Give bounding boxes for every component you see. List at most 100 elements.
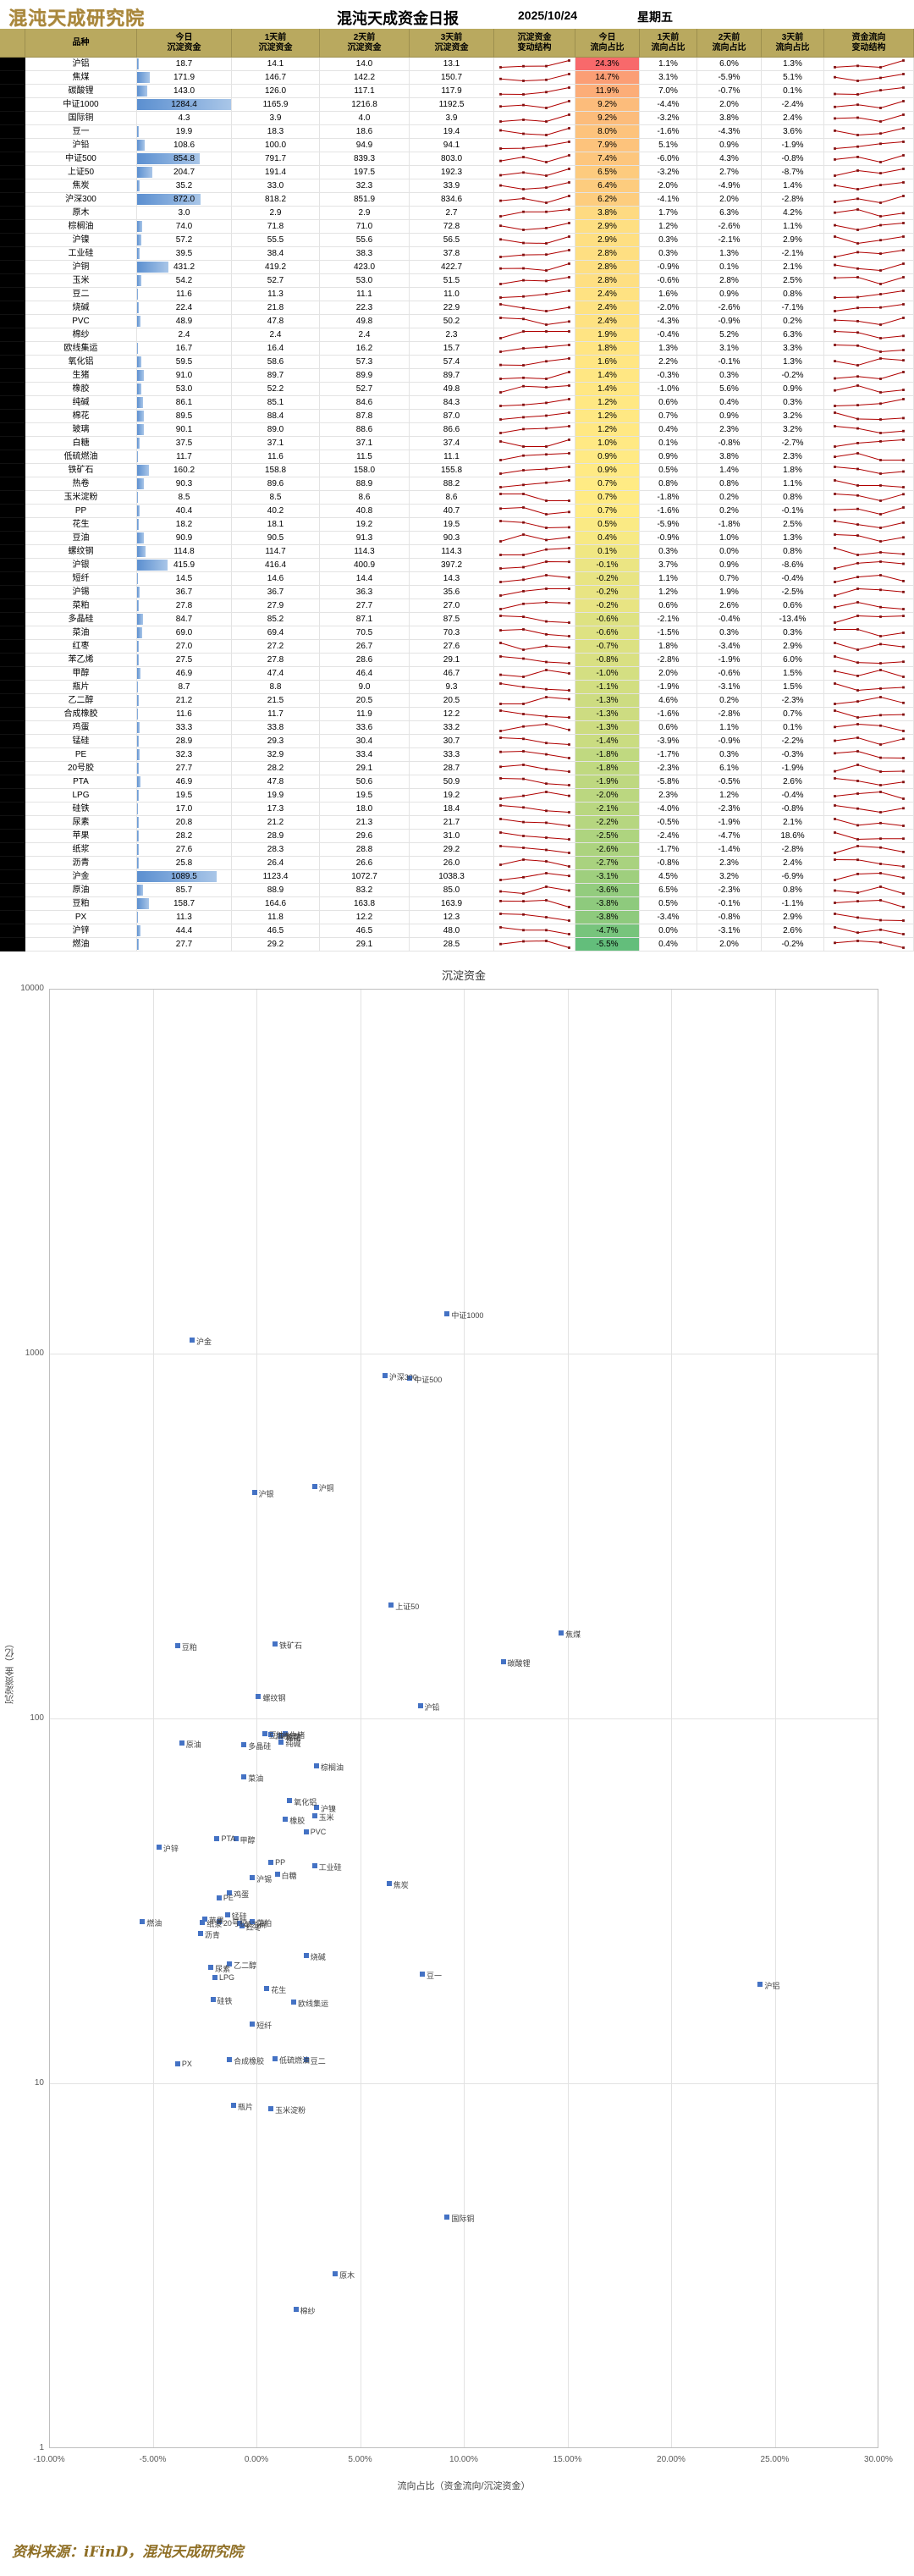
flow-sparkline-cell bbox=[824, 437, 914, 450]
product-strip-cell bbox=[0, 369, 25, 383]
flow-cell: -0.9% bbox=[697, 315, 762, 328]
fund-sparkline-cell bbox=[494, 491, 575, 505]
sparkline bbox=[833, 411, 905, 421]
scatter-point bbox=[757, 1981, 763, 1987]
scatter-point-label: 豆一 bbox=[427, 1972, 443, 1981]
flow-cell: -2.4% bbox=[640, 830, 697, 843]
scatter-point bbox=[283, 1816, 289, 1822]
fund-cell: 27.8 bbox=[232, 654, 320, 667]
flow-today-cell: -1.9% bbox=[575, 775, 640, 789]
fund-value: 33.3 bbox=[175, 723, 193, 732]
flow-cell: -3.2% bbox=[640, 112, 697, 125]
scatter-point bbox=[278, 1740, 284, 1745]
fund-cell: 2.9 bbox=[232, 207, 320, 220]
flow-cell: 1.4% bbox=[697, 464, 762, 477]
scatter-point bbox=[388, 1602, 394, 1608]
sparkline bbox=[498, 262, 570, 272]
product-name-cell: 花生 bbox=[25, 518, 137, 532]
flow-today-cell: 0.9% bbox=[575, 450, 640, 464]
fund-value: 11.7 bbox=[176, 452, 192, 461]
fund-cell: 117.9 bbox=[410, 85, 494, 98]
scatter-point bbox=[214, 1835, 220, 1841]
fund-value: 160.2 bbox=[173, 466, 195, 475]
sparkline bbox=[833, 845, 905, 854]
flow-cell: -2.4% bbox=[762, 98, 824, 112]
flow-today-cell: -1.8% bbox=[575, 748, 640, 762]
product-strip-cell bbox=[0, 328, 25, 342]
scatter-point-label: 乙二醇 bbox=[234, 1961, 257, 1971]
flow-cell: -1.1% bbox=[762, 897, 824, 911]
sparkline bbox=[833, 398, 905, 407]
fund-sparkline-cell bbox=[494, 139, 575, 152]
flow-sparkline-cell bbox=[824, 85, 914, 98]
fund-databar bbox=[137, 749, 140, 760]
fund-today-cell: 11.6 bbox=[137, 288, 232, 301]
product-name-cell: 短纤 bbox=[25, 572, 137, 586]
flow-cell: -0.4% bbox=[762, 572, 824, 586]
fund-cell: 158.0 bbox=[320, 464, 410, 477]
fund-databar bbox=[137, 668, 141, 679]
sparkline bbox=[833, 344, 905, 353]
table-row: 菜油 69.0 69.4 70.5 70.3 -0.6% -1.5% 0.3% 0.3% bbox=[0, 626, 914, 640]
flow-sparkline-cell bbox=[824, 586, 914, 599]
fund-value: 4.3 bbox=[178, 113, 190, 123]
product-strip-cell bbox=[0, 112, 25, 125]
sparkline bbox=[833, 317, 905, 326]
fund-databar bbox=[137, 546, 146, 557]
scatter-point bbox=[268, 2106, 274, 2112]
fund-cell: 2.7 bbox=[410, 207, 494, 220]
sparkline bbox=[833, 818, 905, 827]
flow-cell: -3.1% bbox=[697, 681, 762, 694]
fund-sparkline-cell bbox=[494, 748, 575, 762]
sparkline bbox=[498, 615, 570, 624]
table-row: 沪深300 872.0 818.2 851.9 834.6 6.2% -4.1% 2.0% -2… bbox=[0, 193, 914, 207]
sparkline bbox=[833, 181, 905, 190]
fund-value: 57.2 bbox=[175, 235, 193, 245]
flow-cell: 2.3% bbox=[762, 450, 824, 464]
fund-cell: 46.7 bbox=[410, 667, 494, 681]
flow-cell: 0.3% bbox=[640, 545, 697, 559]
table-row: 豆二 11.6 11.3 11.1 11.0 2.4% 1.6% 0.9% 0.8% bbox=[0, 288, 914, 301]
fund-databar bbox=[137, 478, 144, 489]
scatter-point-label: 中证500 bbox=[414, 1376, 443, 1385]
fund-sparkline-cell bbox=[494, 911, 575, 924]
flow-sparkline-cell bbox=[824, 735, 914, 748]
fund-cell: 419.2 bbox=[232, 261, 320, 274]
table-row: 焦炭 35.2 33.0 32.3 33.9 6.4% 2.0% -4.9% 1.4% bbox=[0, 179, 914, 193]
flow-cell: 1.1% bbox=[762, 220, 824, 234]
scatter-point bbox=[273, 2055, 278, 2061]
fund-cell: 197.5 bbox=[320, 166, 410, 179]
flow-cell: 2.0% bbox=[640, 179, 697, 193]
flow-today-cell: -1.3% bbox=[575, 694, 640, 708]
product-strip-cell bbox=[0, 816, 25, 830]
fund-cell: 791.7 bbox=[232, 152, 320, 166]
flow-sparkline-cell bbox=[824, 559, 914, 572]
fund-cell: 71.8 bbox=[232, 220, 320, 234]
product-strip-cell bbox=[0, 532, 25, 545]
scatter-point-label: 白糖 bbox=[281, 1871, 297, 1880]
scatter-point-label: 合成橡胶 bbox=[234, 2057, 265, 2066]
fund-databar bbox=[137, 654, 140, 665]
fund-cell: 46.5 bbox=[232, 924, 320, 938]
flow-cell: -0.3% bbox=[640, 369, 697, 383]
product-name-cell: 工业硅 bbox=[25, 247, 137, 261]
flow-cell: -3.4% bbox=[640, 911, 697, 924]
flow-cell: 1.3% bbox=[640, 342, 697, 356]
scatter-point bbox=[382, 1372, 388, 1378]
scatter-point-label: 原油 bbox=[185, 1740, 201, 1749]
flow-cell: 2.0% bbox=[697, 938, 762, 952]
flow-cell: -2.8% bbox=[697, 708, 762, 721]
fund-today-cell: 69.0 bbox=[137, 626, 232, 640]
fund-cell: 11.9 bbox=[320, 708, 410, 721]
fund-cell: 33.9 bbox=[410, 179, 494, 193]
fund-cell: 37.1 bbox=[320, 437, 410, 450]
fund-sparkline-cell bbox=[494, 613, 575, 626]
fund-sparkline-cell bbox=[494, 857, 575, 870]
sparkline bbox=[833, 195, 905, 204]
fund-cell: 32.9 bbox=[232, 748, 320, 762]
flow-today-cell: 2.9% bbox=[575, 234, 640, 247]
product-name-cell: 焦炭 bbox=[25, 179, 137, 193]
flow-cell: 4.3% bbox=[697, 152, 762, 166]
product-strip-cell bbox=[0, 125, 25, 139]
table-row: 红枣 27.0 27.2 26.7 27.6 -0.7% 1.8% -3.4% 2.9% bbox=[0, 640, 914, 654]
